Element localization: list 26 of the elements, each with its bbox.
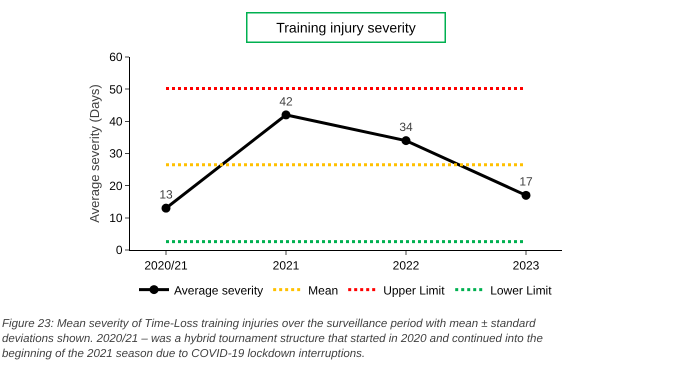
y-tick-label: 0 bbox=[116, 243, 123, 258]
point bbox=[282, 110, 290, 120]
legend-label: Lower Limit bbox=[490, 283, 552, 298]
data-label: 13 bbox=[159, 188, 173, 202]
legend-label: Average severity bbox=[174, 283, 264, 298]
x-tick-label: 2022 bbox=[392, 258, 420, 272]
caption: Figure 23: Mean severity of Time-Loss training injuries over the surveillance period with mean ± standard deviations shown. 2020/21 – was a hybrid tournament structure that started in 2020 and continued into the beginning of the 2021 season due to COVID-19 lockdown interruptions. bbox=[2, 318, 543, 360]
point bbox=[522, 190, 530, 200]
data-label: 42 bbox=[279, 94, 293, 108]
point bbox=[402, 136, 410, 146]
y-tick-label: 50 bbox=[109, 82, 123, 96]
chart-title: Training injury severity bbox=[276, 20, 416, 36]
y-tick-label: 30 bbox=[109, 146, 123, 161]
y-axis-title: Average severity (Days) bbox=[87, 84, 102, 223]
x-tick-label: 2023 bbox=[512, 258, 540, 272]
y-tick-label: 40 bbox=[109, 114, 123, 129]
point bbox=[162, 204, 170, 213]
legend-label: Mean bbox=[308, 283, 338, 298]
x-tick-label: 2020/21 bbox=[144, 258, 188, 272]
x-tick-label: 2021 bbox=[272, 258, 300, 272]
legend-label: Upper Limit bbox=[383, 283, 446, 298]
data-label: 34 bbox=[399, 120, 413, 134]
y-tick-label: 60 bbox=[109, 50, 123, 64]
y-tick-label: 20 bbox=[109, 178, 123, 193]
y-tick-label: 10 bbox=[109, 211, 123, 226]
data-label: 17 bbox=[519, 174, 533, 189]
